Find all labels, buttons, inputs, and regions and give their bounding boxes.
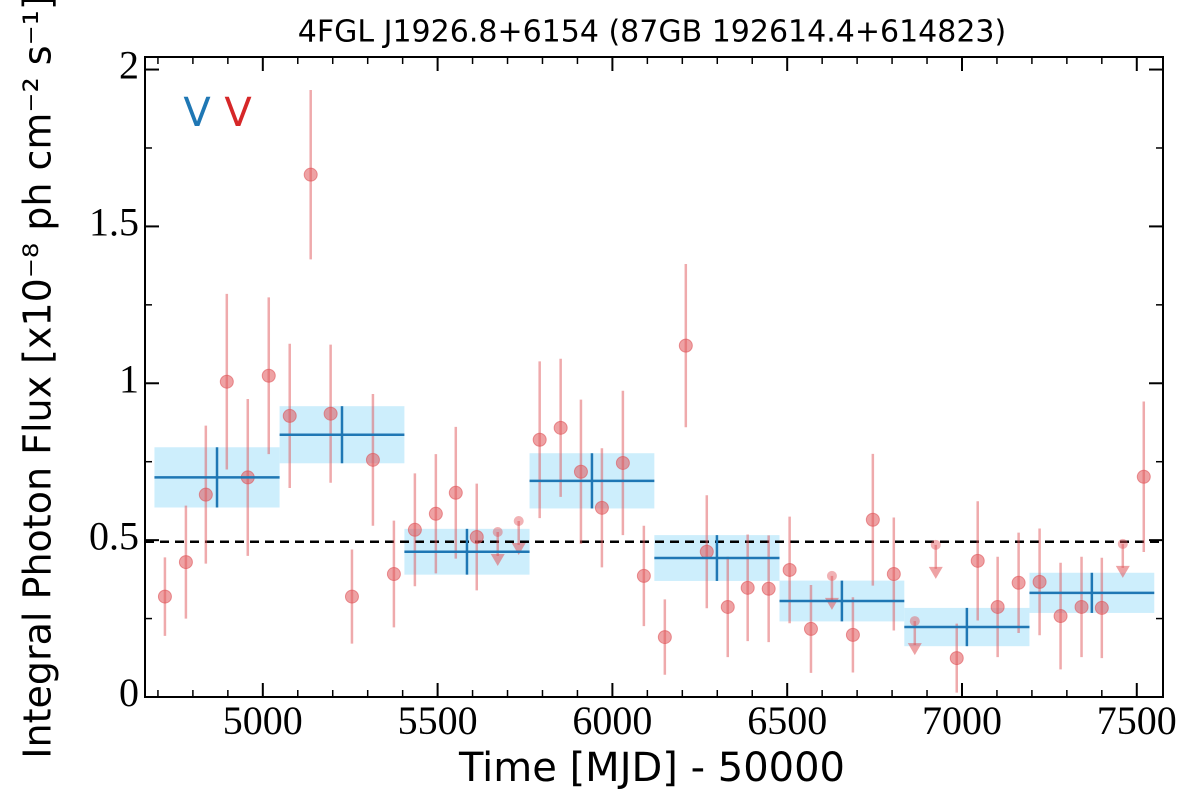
data-point (1053, 609, 1068, 624)
data-point (282, 408, 297, 423)
data-point (573, 464, 588, 479)
upper-limit-head (511, 543, 526, 555)
data-point (157, 589, 172, 604)
data-point (720, 599, 735, 614)
data-point (1074, 599, 1089, 614)
data-point (782, 562, 797, 577)
data-point (178, 555, 193, 570)
data-point (615, 455, 630, 470)
x-tick-label: 6500 (747, 698, 827, 743)
upper-limit-head (1115, 565, 1130, 578)
data-point (803, 621, 818, 636)
y-tick-label: 1 (119, 356, 139, 401)
data-point (865, 512, 880, 527)
y-tick-label: 0 (119, 670, 139, 715)
y-tick-label: 0.5 (89, 513, 139, 558)
data-point (365, 452, 380, 467)
data-point (886, 567, 901, 582)
chart-title: 4FGL J1926.8+6154 (87GB 192614.4+614823) (298, 15, 1006, 50)
upper-limit-point (930, 539, 941, 550)
y-tick-label: 2 (119, 43, 139, 88)
x-tick-label: 7000 (922, 698, 1002, 743)
y-tick-label: 1.5 (89, 200, 139, 245)
data-point (699, 544, 714, 559)
data-point (678, 338, 693, 353)
annotation: V (183, 90, 211, 136)
data-point (657, 630, 672, 645)
x-tick-label: 6000 (572, 698, 652, 743)
upper-limit-point (909, 616, 920, 627)
data-point (1136, 469, 1151, 484)
data-point (261, 368, 276, 383)
x-axis-label: Time [MJD] - 50000 (458, 745, 845, 791)
data-point (407, 522, 422, 537)
data-point (198, 487, 213, 502)
data-point (594, 500, 609, 515)
data-point (386, 567, 401, 582)
upper-limit-head (907, 643, 922, 656)
y-axis-label: Integral Photon Flux [x10⁻⁸ ph cm⁻² s⁻¹] (16, 0, 60, 759)
x-tick-label: 5000 (223, 698, 303, 743)
data-point (990, 599, 1005, 614)
data-point (219, 374, 234, 389)
upper-limit-point (1117, 538, 1128, 549)
upper-limit-head (928, 566, 943, 579)
data-point (761, 581, 776, 596)
x-tick-label: 7500 (1097, 698, 1177, 743)
data-point (1094, 600, 1109, 615)
data-point (448, 485, 463, 500)
data-point (428, 506, 443, 521)
data-point (532, 432, 547, 447)
data-point (636, 568, 651, 583)
upper-limit-point (513, 516, 524, 526)
plot-frame (144, 56, 1164, 698)
data-point (469, 530, 484, 544)
data-point (1032, 574, 1047, 589)
data-point (303, 167, 318, 182)
upper-limit-point (492, 526, 503, 537)
data-point (949, 651, 964, 666)
data-point (553, 420, 568, 435)
annotation: V (224, 90, 252, 136)
data-point (1011, 575, 1026, 590)
data-point (344, 589, 359, 604)
upper-limit-head (490, 553, 505, 566)
data-point (323, 406, 338, 421)
x-tick-label: 5500 (398, 698, 478, 743)
upper-limit-point (826, 570, 837, 581)
data-point (845, 627, 860, 642)
data-point (740, 580, 755, 595)
data-point (970, 553, 985, 568)
